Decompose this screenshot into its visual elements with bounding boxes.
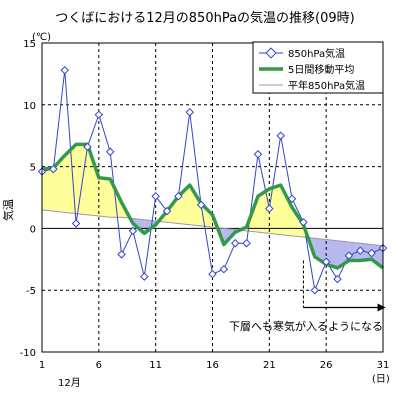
anomaly-fill-segment	[76, 144, 88, 215]
data-point-850hpa	[185, 107, 195, 117]
anomaly-fill-segment	[167, 196, 179, 224]
y-tick-label: 15	[23, 39, 36, 50]
anomaly-fill-segment	[257, 188, 270, 234]
y-tick-label: -10	[20, 348, 36, 359]
month-label: 12月	[58, 377, 81, 389]
data-point-850hpa	[321, 257, 331, 267]
legend-label-moving-average: 5日間移動平均	[288, 63, 354, 76]
x-tick-label: 11	[149, 360, 162, 371]
data-point-850hpa	[94, 110, 104, 119]
x-tick-label: 16	[206, 360, 219, 371]
data-point-850hpa	[105, 147, 115, 157]
legend-label-normal: 平年850hPa気温	[288, 79, 365, 92]
data-point-850hpa	[140, 272, 149, 281]
data-point-850hpa	[49, 164, 58, 174]
x-tick-label: 26	[320, 360, 333, 371]
data-point-850hpa	[230, 238, 240, 248]
anomaly-fill-segment	[42, 167, 54, 212]
data-point-850hpa	[356, 246, 365, 255]
annotation-arrowhead	[377, 303, 386, 312]
data-point-850hpa	[71, 219, 81, 228]
data-point-850hpa	[117, 250, 126, 259]
data-point-850hpa	[174, 192, 183, 201]
y-axis-label: 気温	[1, 199, 15, 221]
data-point-850hpa	[344, 251, 354, 260]
chart-title: つくばにおける12月の850hPaの気温の推移(09時)	[55, 10, 355, 26]
y-tick-label: 5	[30, 163, 36, 174]
anomaly-fill-segment	[87, 144, 99, 217]
data-point-850hpa	[60, 65, 69, 75]
data-point-850hpa	[367, 248, 376, 258]
x-unit-label: (日)	[372, 374, 390, 385]
x-tick-label: 1	[39, 360, 45, 371]
data-point-850hpa	[310, 285, 320, 295]
data-point-850hpa	[162, 206, 172, 216]
data-point-850hpa	[83, 142, 92, 152]
data-point-850hpa	[299, 217, 308, 227]
data-point-850hpa	[253, 149, 263, 159]
y-unit-label: (℃)	[32, 32, 51, 43]
anomaly-fill-segment	[189, 185, 202, 226]
legend: 850hPa気温 5日間移動平均 平年850hPa気温	[252, 41, 384, 94]
legend-label-850hpa: 850hPa気温	[288, 47, 345, 60]
data-point-850hpa	[151, 192, 160, 201]
legend-marker-850hpa	[265, 47, 277, 59]
x-tick-label: 21	[263, 360, 276, 371]
anomaly-fill-segment	[98, 177, 111, 218]
annotation-group: 下層へも寒気が入るようになる	[229, 260, 386, 333]
plot-frame	[41, 42, 384, 353]
y-tick-label: 0	[30, 224, 36, 235]
data-point-850hpa	[276, 131, 285, 140]
data-point-850hpa	[208, 269, 217, 279]
data-point-850hpa	[196, 200, 206, 210]
data-point-850hpa	[265, 204, 274, 213]
data-point-850hpa	[128, 226, 138, 236]
anomaly-fill-segment	[64, 144, 77, 214]
y-tick-label: 10	[23, 101, 36, 112]
anomaly-fill-segment	[269, 185, 281, 235]
series-markers	[37, 65, 388, 295]
anomaly-fill-segment	[280, 185, 293, 236]
x-tick-label: 6	[96, 360, 102, 371]
data-point-850hpa	[333, 274, 342, 284]
x-tick-label: 31	[377, 360, 390, 371]
grid-lines	[42, 43, 383, 352]
y-tick-label: -5	[26, 286, 36, 297]
data-point-850hpa	[287, 194, 297, 203]
anomaly-fill-segment	[371, 244, 383, 268]
data-point-850hpa	[219, 264, 229, 274]
normal-temperature-line	[41, 209, 384, 247]
data-point-850hpa	[242, 238, 251, 248]
annotation-text: 下層へも寒気が入るようになる	[229, 319, 383, 333]
